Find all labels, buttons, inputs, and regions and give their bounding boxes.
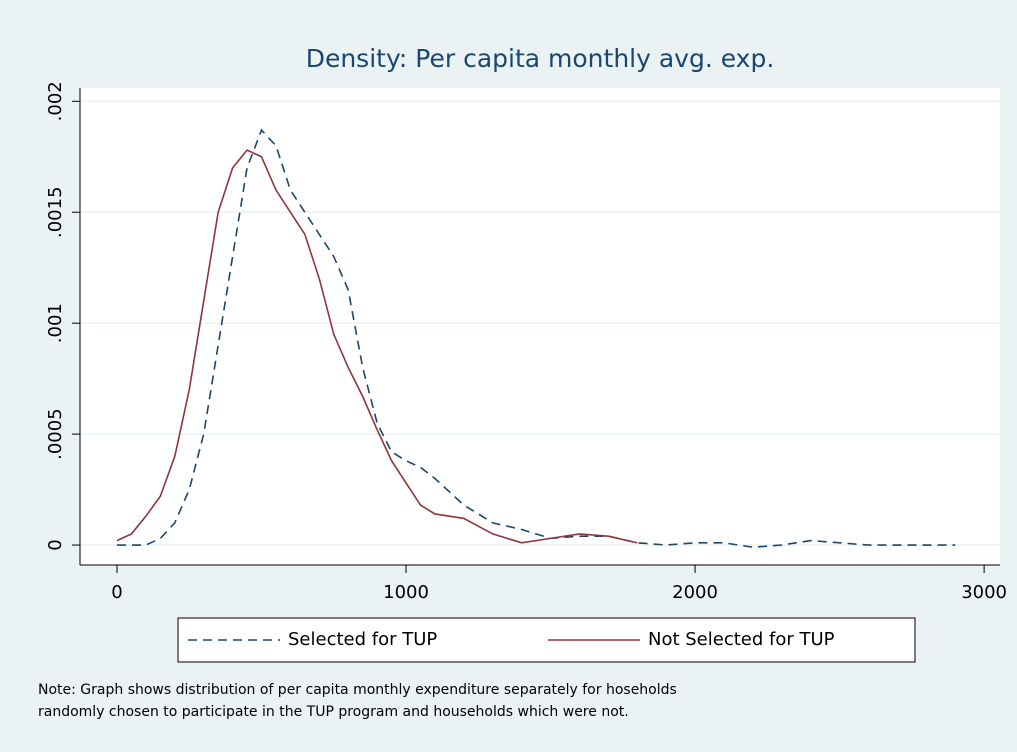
y-tick-label: 0 bbox=[45, 539, 66, 550]
x-tick-label: 3000 bbox=[961, 582, 1007, 603]
y-tick-label: .0005 bbox=[45, 408, 66, 460]
note: randomly chosen to participate in the TU… bbox=[38, 704, 629, 720]
legend-label: Selected for TUP bbox=[288, 629, 437, 650]
series-line bbox=[116, 149, 638, 544]
legend bbox=[177, 617, 916, 663]
legend-label: Not Selected for TUP bbox=[648, 629, 835, 650]
series-line bbox=[116, 128, 956, 549]
x-tick-label: 2000 bbox=[672, 582, 718, 603]
x-tick-label: 1000 bbox=[383, 582, 429, 603]
y-tick-label: .0015 bbox=[45, 186, 66, 238]
chart-title: Density: Per capita monthly avg. exp. bbox=[306, 44, 775, 73]
x-tick-label: 0 bbox=[111, 582, 122, 603]
plot-area bbox=[80, 88, 1000, 565]
y-tick-label: .002 bbox=[45, 81, 66, 121]
note: Note: Graph shows distribution of per ca… bbox=[38, 682, 677, 698]
y-tick-label: .001 bbox=[45, 303, 66, 343]
